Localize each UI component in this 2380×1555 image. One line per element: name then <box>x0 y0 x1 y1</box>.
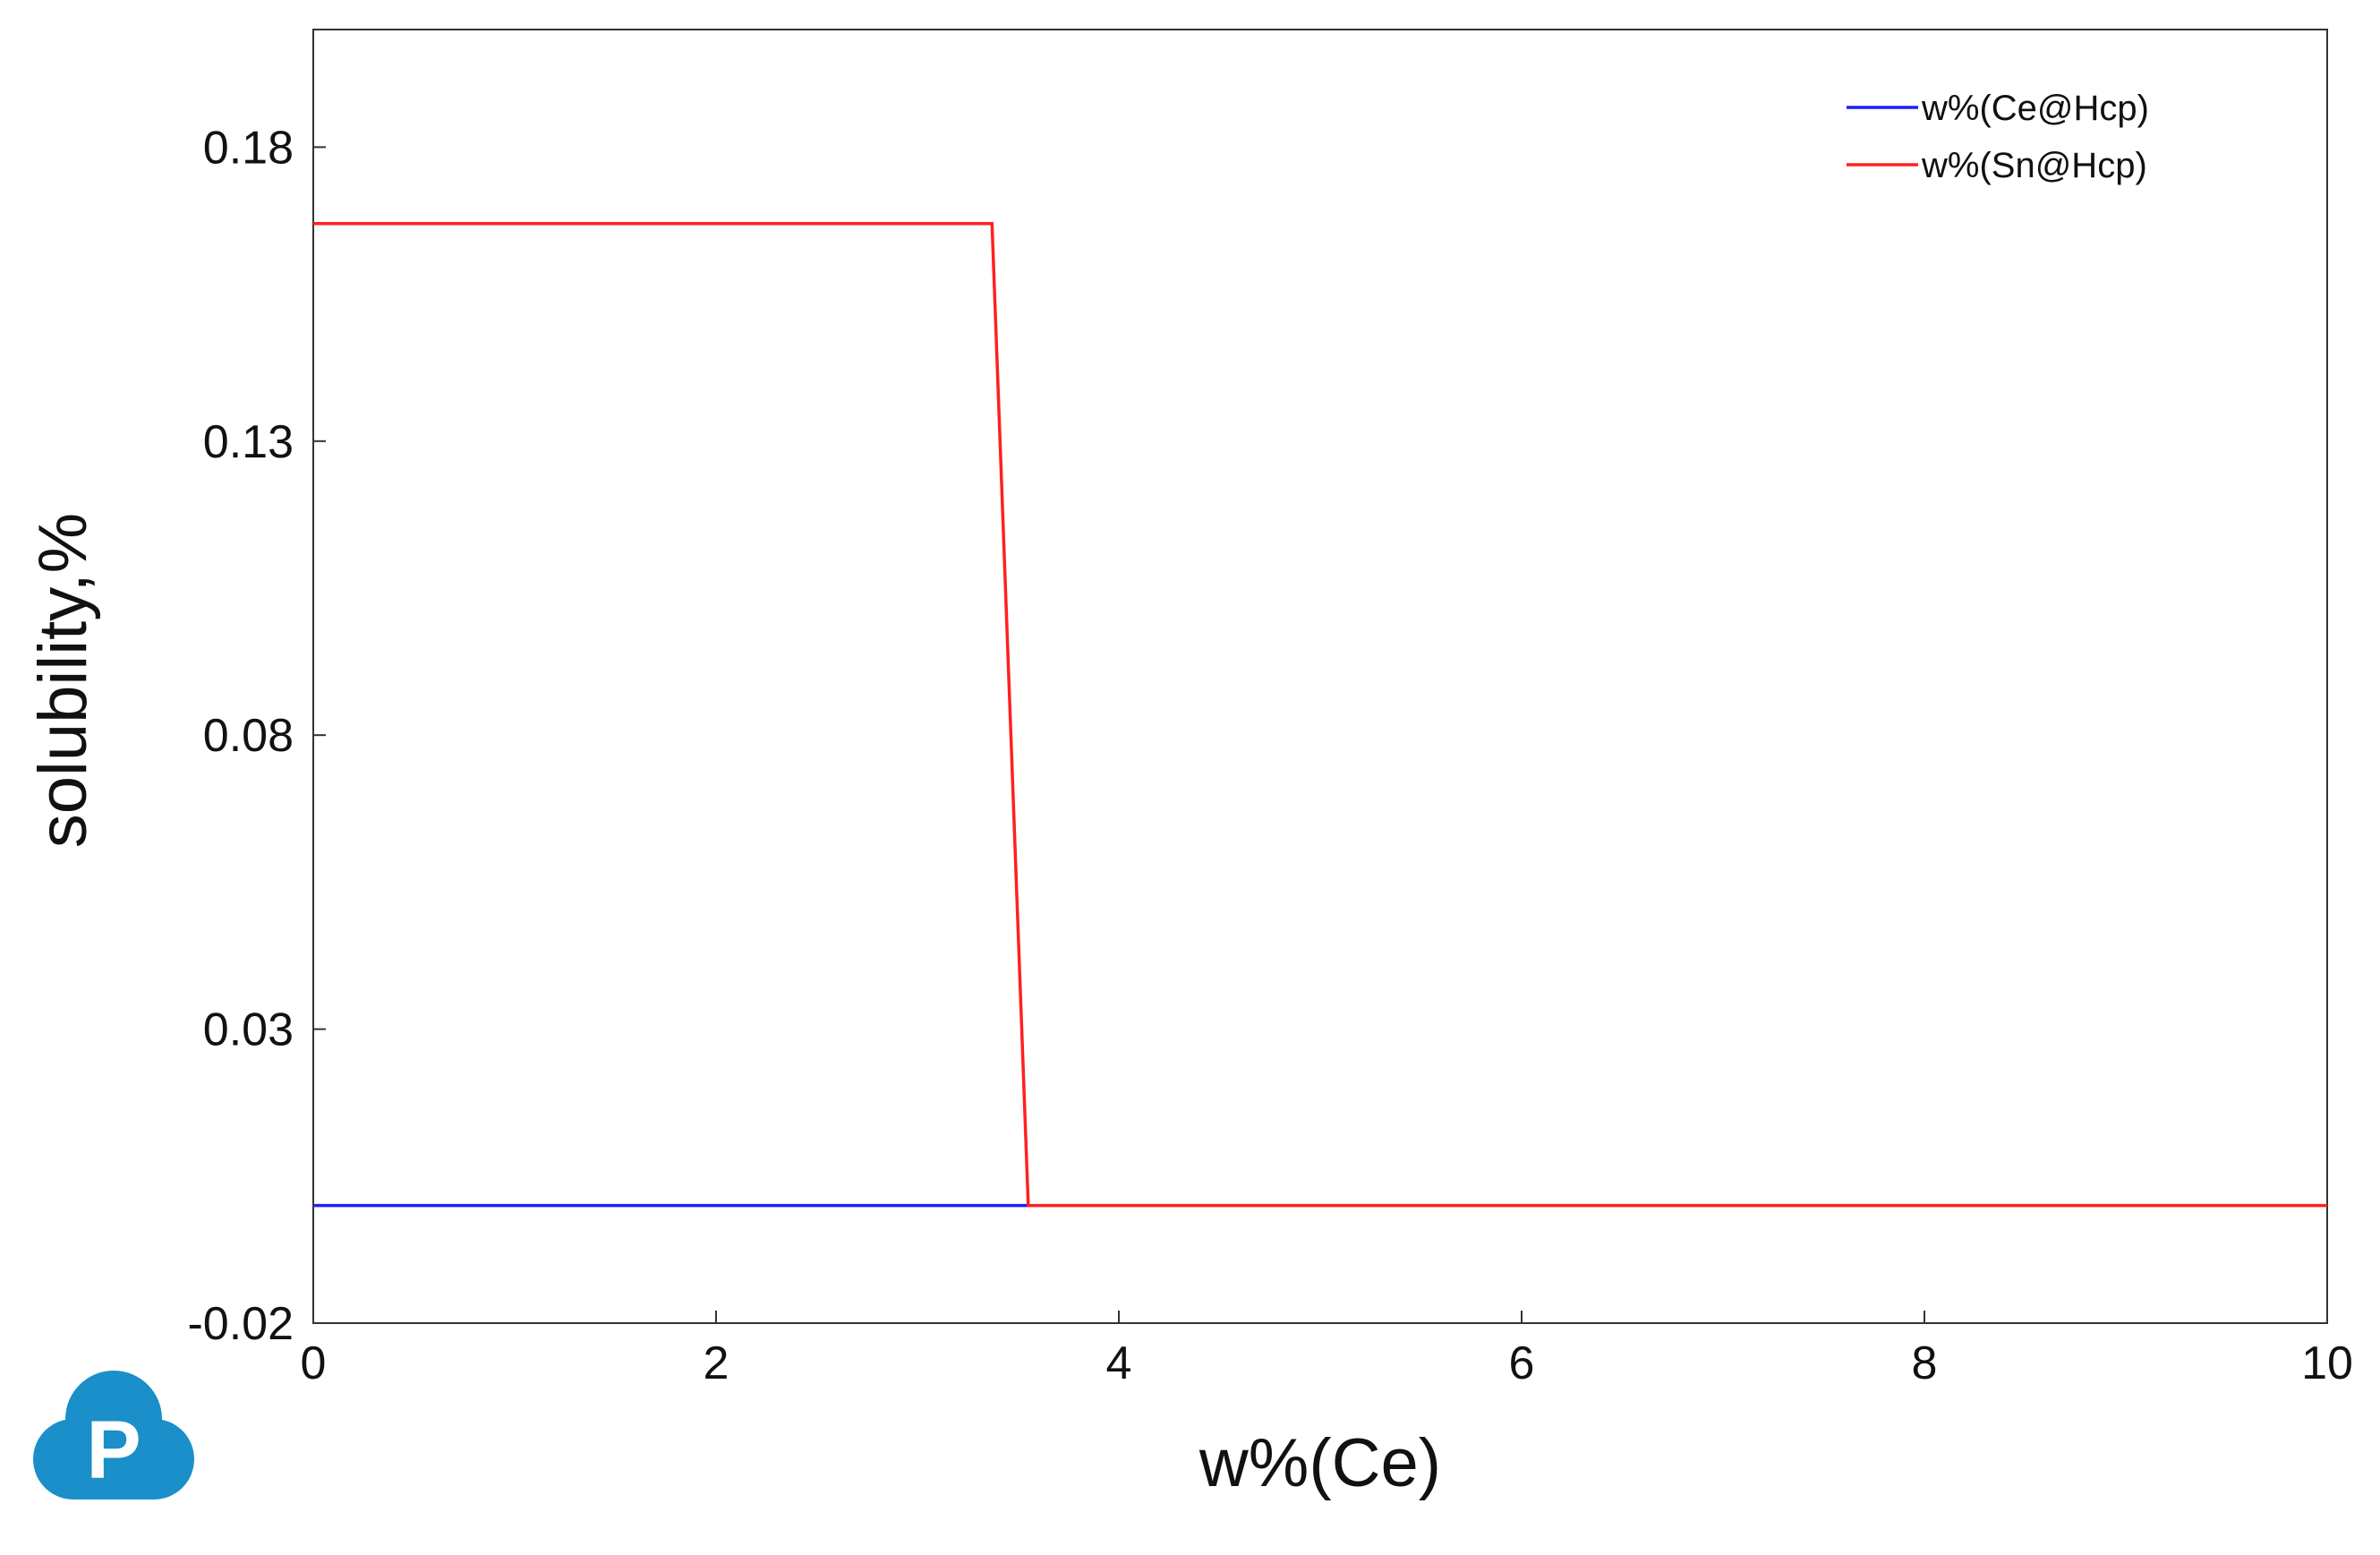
y-tick-label: 0.13 <box>203 416 294 468</box>
series-layer <box>313 222 2327 1208</box>
x-axis-label: w%(Ce) <box>1199 1425 1441 1501</box>
logo-letter: P <box>86 1405 141 1496</box>
y-axis-label: solubility,% <box>25 513 101 849</box>
y-tick-label: 0.18 <box>203 122 294 174</box>
legend: w%(Ce@Hcp) w%(Sn@Hcp) <box>1847 89 2149 185</box>
cloud-p-logo-icon: P <box>33 1371 194 1499</box>
x-tick-label: 2 <box>704 1337 729 1389</box>
y-tick-label: 0.03 <box>203 1004 294 1056</box>
x-tick-label: 8 <box>1912 1337 1938 1389</box>
y-tick-label: 0.08 <box>203 710 294 762</box>
legend-label-1: w%(Ce@Hcp) <box>1921 89 2149 128</box>
x-tick-label: 4 <box>1106 1337 1132 1389</box>
y-tick-label: -0.02 <box>187 1298 294 1350</box>
plot-frame <box>312 29 2328 1324</box>
x-tick-label: 6 <box>1509 1337 1535 1389</box>
axes-layer: 0 2 4 6 8 10 -0.02 0.03 0.08 0.13 0.18 <box>187 122 2352 1389</box>
legend-label-2: w%(Sn@Hcp) <box>1921 146 2147 185</box>
plot-area <box>312 29 2328 1324</box>
x-tick-label: 0 <box>301 1337 327 1389</box>
series-line-2 <box>313 222 2327 1208</box>
x-tick-label: 10 <box>2301 1337 2353 1389</box>
